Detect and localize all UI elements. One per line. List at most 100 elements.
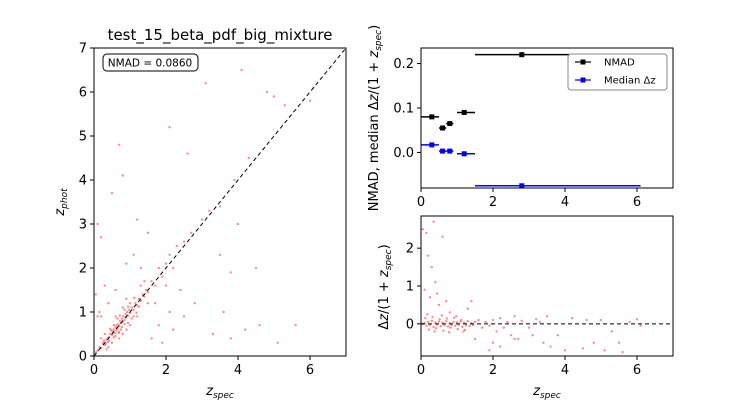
residual-point [437,320,441,323]
residual-point [464,324,468,327]
scatter-panel: test_15_beta_pdf_big_mixture 0 2 4 6 0 1 2 3 4 5 6… [53,26,347,400]
scatter-point [175,244,178,248]
scatter-point [157,266,160,270]
scatter-point [107,346,110,349]
stats-xtick-label: 0 [417,195,425,210]
residual-point [545,315,549,318]
scatter-point [120,317,124,320]
scatter-point [121,332,125,336]
residual-xtick-label: 0 [417,363,425,378]
scatter-points [94,68,315,354]
scatter-point [308,99,312,103]
residual-point [477,318,480,322]
scatter-point [141,293,144,296]
scatter-point [145,288,148,292]
scatter-point [208,209,211,212]
scatter-point [139,266,142,270]
residual-point [639,324,642,327]
scatter-point [118,314,122,317]
scatter-point [100,236,103,239]
scatter-ytick-label: 1 [79,306,87,321]
residual-point [448,311,451,314]
residual-point [499,316,502,320]
scatter-point [168,253,171,256]
scatter-point [107,302,110,305]
scatter-point [112,336,116,339]
stats-xtick-label: 2 [489,195,497,210]
residual-point [621,351,624,354]
residual-panel: 0 2 4 6 0 1 2 zspec Δz/(1 + zspec) [377,215,674,400]
scatter-point [200,218,204,221]
scatter-point [211,332,214,336]
scatter-point [103,343,107,347]
scatter-point [118,143,121,146]
scatter-point [125,297,128,300]
scatter-point [244,328,247,331]
residual-point [513,337,516,341]
residual-point [443,324,446,327]
residual-point [484,320,487,324]
scatter-point [164,262,168,265]
median-marker [429,142,435,148]
nmad-marker [429,114,435,120]
scatter-point [128,308,131,311]
residual-point [538,320,541,324]
residual-point [425,324,428,327]
scatter-point [161,275,164,278]
scatter-point [103,332,107,336]
scatter-point [247,156,250,160]
residual-point [513,315,516,318]
residual-point [466,307,469,310]
one-to-one-line [93,47,347,357]
residual-point [499,345,502,348]
legend-median-label: Median Δz [604,76,656,87]
stats-xtick-label: 6 [633,195,641,210]
scatter-point [168,310,171,314]
scatter-point [150,337,153,340]
residual-point [470,299,473,303]
scatter-point [115,329,118,332]
scatter-ytick-label: 4 [79,174,87,189]
residual-point [452,320,455,324]
residual-point [454,324,457,327]
residual-point [432,220,435,223]
residual-point [427,320,430,324]
residual-point [473,320,477,324]
residual-point [426,313,429,316]
scatter-point [233,178,236,182]
scatter-point [128,324,132,327]
residual-point [459,320,462,323]
residual-point [455,315,458,318]
residual-point [466,319,469,323]
residual-point [428,323,432,327]
residual-point [542,341,545,344]
scatter-point [137,305,141,308]
scatter-point [121,306,125,309]
nmad-marker [447,121,453,127]
median-marker [461,151,467,157]
scatter-point [190,231,193,234]
residual-point [434,281,437,284]
scatter-point [107,339,111,342]
scatter-point [109,332,112,336]
scatter-point [229,337,232,340]
residual-point [455,321,459,324]
scatter-point [100,315,103,318]
residual-point [488,324,491,327]
scatter-point [105,338,108,341]
residual-point [425,231,428,235]
residual-point [423,288,426,291]
residual-point [430,265,433,269]
scatter-point [110,329,113,332]
scatter-point [161,341,164,344]
residual-point [509,333,513,337]
residual-point [506,320,509,324]
scatter-point [110,333,114,337]
residual-panel-ticks: 0 2 4 6 0 1 2 [406,242,641,378]
nmad-marker [519,52,525,58]
scatter-point [118,337,121,340]
residual-point [628,320,631,324]
residual-point [434,327,438,330]
residual-xtick-label: 4 [561,363,569,378]
residual-point [463,321,466,324]
